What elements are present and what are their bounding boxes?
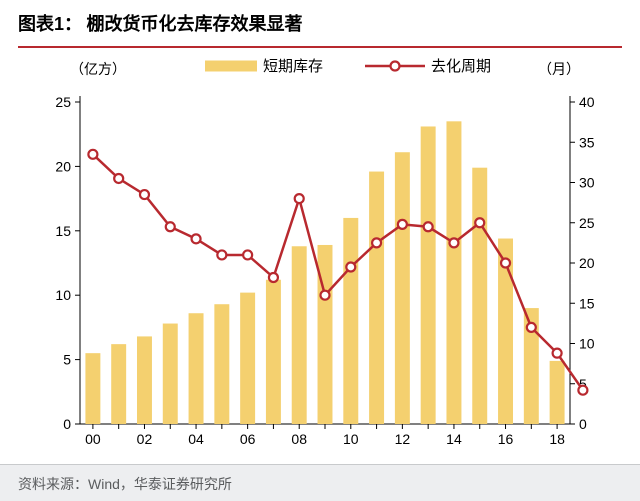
y-right-tick-label: 30 [579,175,595,191]
line-marker [346,263,355,272]
x-tick-label: 16 [498,431,514,447]
y-left-tick-label: 15 [55,223,71,239]
bar [189,313,204,424]
x-tick-label: 08 [291,431,307,447]
y-right-tick-label: 10 [579,336,595,352]
y-left-tick-label: 5 [63,352,71,368]
bar [446,121,461,424]
line-marker [140,190,149,199]
legend-line-marker [391,62,400,71]
x-tick-label: 04 [188,431,204,447]
line-marker [114,174,123,183]
x-tick-label: 02 [137,431,153,447]
line-marker [501,259,510,268]
bar [137,336,152,424]
bar [369,172,384,424]
x-tick-label: 10 [343,431,359,447]
y-right-tick-label: 20 [579,255,595,271]
y-left-title: （亿方） [70,61,126,77]
chart-title-bar: 图表1： 棚改货币化去库存效果显著 [0,0,640,42]
y-left-tick-label: 0 [63,416,71,432]
line-marker [475,218,484,227]
line-marker [578,386,587,395]
y-left-tick-label: 20 [55,158,71,174]
x-tick-label: 12 [395,431,411,447]
y-left-tick-label: 10 [55,287,71,303]
line-marker [398,220,407,229]
chart-title-text: 棚改货币化去库存效果显著 [86,14,302,34]
bar [214,304,229,424]
bar [292,246,307,424]
y-right-tick-label: 35 [579,134,595,150]
x-tick-label: 00 [85,431,101,447]
chart-area: （亿方）（月）051015202505101520253035400002040… [18,46,622,459]
line-marker [295,194,304,203]
line-marker [217,250,226,259]
bar [266,280,281,424]
figure-container: 图表1： 棚改货币化去库存效果显著 （亿方）（月）051015202505101… [0,0,640,501]
bar [111,344,126,424]
y-right-tick-label: 40 [579,94,595,110]
bar [472,168,487,424]
line-marker [192,234,201,243]
line-marker [243,250,252,259]
bar [421,126,436,424]
bar [85,353,100,424]
bar [240,293,255,424]
line-marker [321,291,330,300]
line-marker [527,323,536,332]
line-marker [166,222,175,231]
bar [343,218,358,424]
bar [395,152,410,424]
line-marker [372,238,381,247]
legend-line-label: 去化周期 [431,58,491,75]
bar [550,361,565,424]
source-footer: 资料来源：Wind，华泰证券研究所 [0,464,640,501]
line-marker [424,222,433,231]
source-text: 资料来源：Wind，华泰证券研究所 [0,465,640,494]
x-tick-label: 18 [549,431,565,447]
y-right-title: （月） [538,61,580,77]
x-tick-label: 14 [446,431,462,447]
line-marker [88,150,97,159]
y-right-tick-label: 25 [579,215,595,231]
legend-bar-swatch [205,61,257,72]
dual-axis-chart: （亿方）（月）051015202505101520253035400002040… [18,46,622,459]
y-left-tick-label: 25 [55,94,71,110]
line-marker [269,273,278,282]
line-marker [449,238,458,247]
chart-title-prefix: 图表1： [18,14,82,34]
y-right-tick-label: 0 [579,416,587,432]
line-marker [553,349,562,358]
legend-bar-label: 短期库存 [263,58,323,75]
x-tick-label: 06 [240,431,256,447]
bar [163,324,178,424]
y-right-tick-label: 15 [579,295,595,311]
